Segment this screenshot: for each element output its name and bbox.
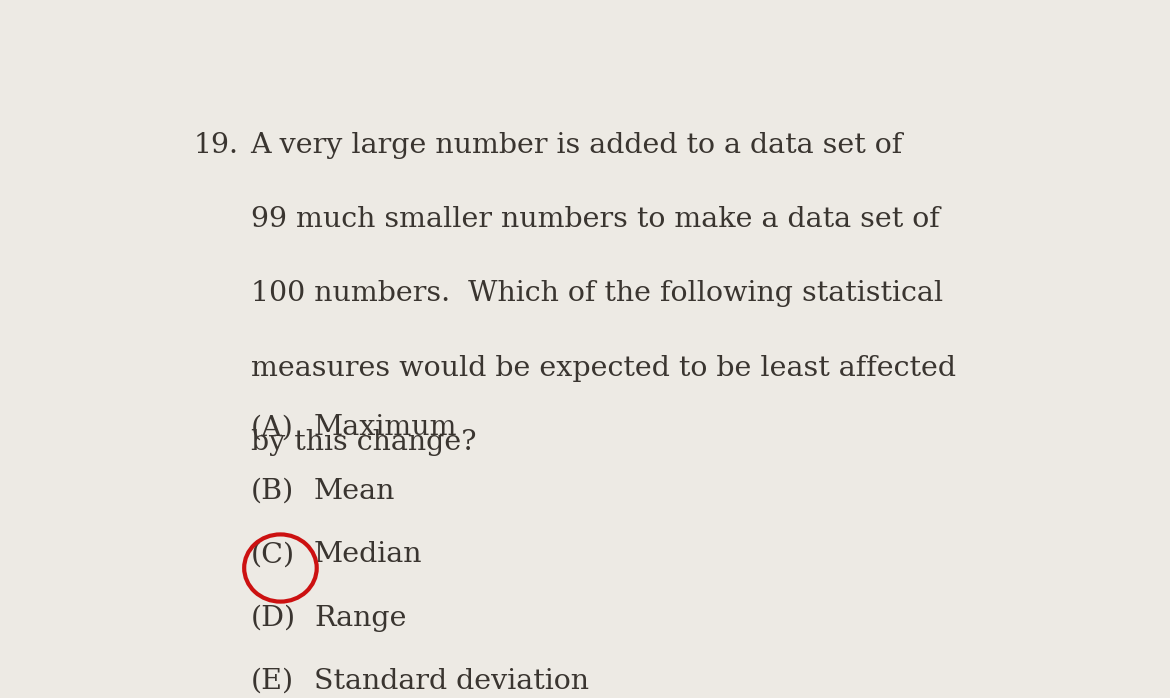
Text: Mean: Mean: [314, 477, 395, 505]
Text: 19.: 19.: [193, 132, 239, 159]
Text: by this change?: by this change?: [250, 429, 476, 456]
Text: (A): (A): [250, 415, 294, 441]
Text: (B): (B): [250, 477, 294, 505]
Text: (E): (E): [250, 668, 294, 695]
Text: A very large number is added to a data set of: A very large number is added to a data s…: [250, 132, 903, 159]
Text: (C): (C): [250, 541, 295, 568]
Text: 99 much smaller numbers to make a data set of: 99 much smaller numbers to make a data s…: [250, 207, 940, 233]
Text: Standard deviation: Standard deviation: [314, 668, 589, 695]
Text: (D): (D): [250, 604, 296, 632]
Text: Median: Median: [314, 541, 422, 568]
Text: 100 numbers.  Which of the following statistical: 100 numbers. Which of the following stat…: [250, 281, 943, 308]
Text: Maximum: Maximum: [314, 415, 457, 441]
Text: Range: Range: [314, 604, 406, 632]
Text: measures would be expected to be least affected: measures would be expected to be least a…: [250, 355, 956, 382]
